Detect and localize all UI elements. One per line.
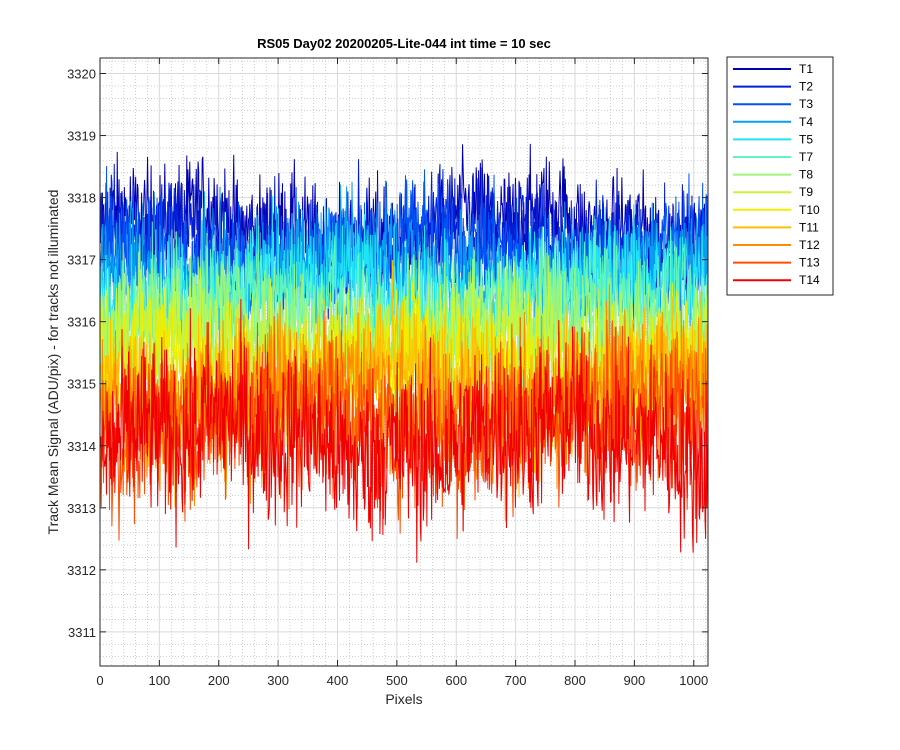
y-tick-label: 3311: [68, 625, 96, 640]
x-tick-labels: 0 100 200 300 400 500 600 700 800 900 1000: [96, 673, 708, 688]
x-tick-label: 1000: [679, 673, 708, 688]
legend-items: T1 T2 T3 T4 T5 T7 T8 T9 T10 T11 T12 T13 T14: [733, 62, 820, 287]
y-axis-label: Track Mean Signal (ADU/pix) - for tracks…: [45, 190, 61, 535]
plot-area: [99, 57, 709, 667]
x-tick-label: 0: [96, 673, 103, 688]
tick-marks: [99, 58, 708, 666]
y-tick-label: 3312: [67, 563, 96, 578]
legend-label-t5: T5: [799, 132, 813, 146]
y-tick-label: 3320: [67, 67, 96, 82]
y-tick-label: 3319: [67, 129, 96, 144]
legend: T1 T2 T3 T4 T5 T7 T8 T9 T10 T11 T12 T13 T14: [726, 56, 834, 296]
x-tick-label: 500: [386, 673, 408, 688]
y-tick-labels: 3311 3312 3313 3314 3315 3316 3317 3318 3319 3320: [67, 67, 96, 640]
x-tick-label: 400: [327, 673, 349, 688]
legend-box: [726, 56, 834, 296]
x-tick-label: 300: [267, 673, 289, 688]
series-line-t4: [99, 181, 709, 363]
x-tick-label: 100: [149, 673, 171, 688]
legend-label-t2: T2: [799, 80, 813, 94]
plot-frame: [99, 57, 709, 667]
legend-label-t4: T4: [799, 115, 813, 129]
legend-label-t9: T9: [799, 185, 813, 199]
series-layer: [99, 143, 709, 563]
chart-title: RS05 Day02 20200205-Lite-044 int time = …: [257, 36, 551, 51]
legend-label-t3: T3: [799, 97, 813, 111]
x-tick-label: 600: [445, 673, 467, 688]
y-tick-label: 3313: [67, 501, 96, 516]
legend-label-t1: T1: [799, 62, 813, 76]
legend-label-t7: T7: [799, 150, 813, 164]
x-axis-label: Pixels: [385, 691, 422, 707]
legend-label-t14: T14: [799, 273, 820, 287]
legend-label-t8: T8: [799, 168, 813, 182]
x-tick-label: 700: [505, 673, 527, 688]
legend-label-t11: T11: [799, 220, 819, 234]
legend-label-t13: T13: [799, 256, 820, 270]
legend-label-t12: T12: [799, 238, 820, 252]
legend-label-t10: T10: [799, 203, 820, 217]
x-tick-label: 200: [208, 673, 230, 688]
y-tick-label: 3316: [67, 315, 96, 330]
y-tick-label: 3315: [67, 377, 96, 392]
y-tick-label: 3317: [67, 253, 96, 268]
x-tick-label: 800: [564, 673, 586, 688]
y-tick-label: 3318: [67, 191, 96, 206]
x-tick-label: 900: [624, 673, 646, 688]
y-tick-label: 3314: [67, 439, 96, 454]
series-line-t14: [99, 298, 709, 563]
